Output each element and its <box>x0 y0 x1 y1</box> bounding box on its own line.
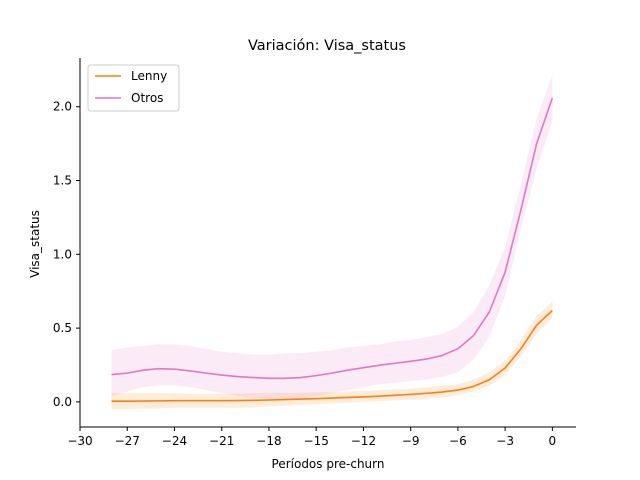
x-tick-label: 0 <box>549 434 557 448</box>
x-tick-label: −18 <box>256 434 281 448</box>
legend-label-lenny: Lenny <box>131 69 167 83</box>
plot-area <box>111 74 554 410</box>
y-axis-ticks: 0.0 0.5 1.0 1.5 2.0 <box>53 100 80 409</box>
y-axis-label: Visa_status <box>28 210 42 278</box>
x-tick-label: −21 <box>209 434 234 448</box>
legend-label-otros: Otros <box>131 91 163 105</box>
x-tick-label: −9 <box>402 434 420 448</box>
y-tick-label: 1.5 <box>53 174 72 188</box>
x-tick-label: −30 <box>67 434 92 448</box>
y-tick-label: 0.5 <box>53 321 72 335</box>
x-tick-label: −24 <box>162 434 187 448</box>
y-tick-label: 2.0 <box>53 100 72 114</box>
series-line-otros <box>111 97 554 380</box>
confidence-band-otros <box>111 74 553 399</box>
legend: Lenny Otros <box>87 64 180 112</box>
x-axis-label: Períodos pre-churn <box>272 457 385 471</box>
x-tick-label: −3 <box>496 434 514 448</box>
x-axis-ticks: −30 −27 −24 −21 −18 −15 −12 −9 −6 −3 0 <box>67 427 556 448</box>
x-tick-label: −15 <box>304 434 329 448</box>
series-line-lenny <box>111 309 553 402</box>
y-tick-label: 1.0 <box>53 247 72 261</box>
x-tick-label: −27 <box>115 434 140 448</box>
x-tick-label: −6 <box>449 434 467 448</box>
y-tick-label: 0.0 <box>53 395 72 409</box>
x-tick-label: −12 <box>351 434 376 448</box>
confidence-band-lenny <box>111 301 553 410</box>
chart-title: Variación: Visa_status <box>248 38 406 54</box>
